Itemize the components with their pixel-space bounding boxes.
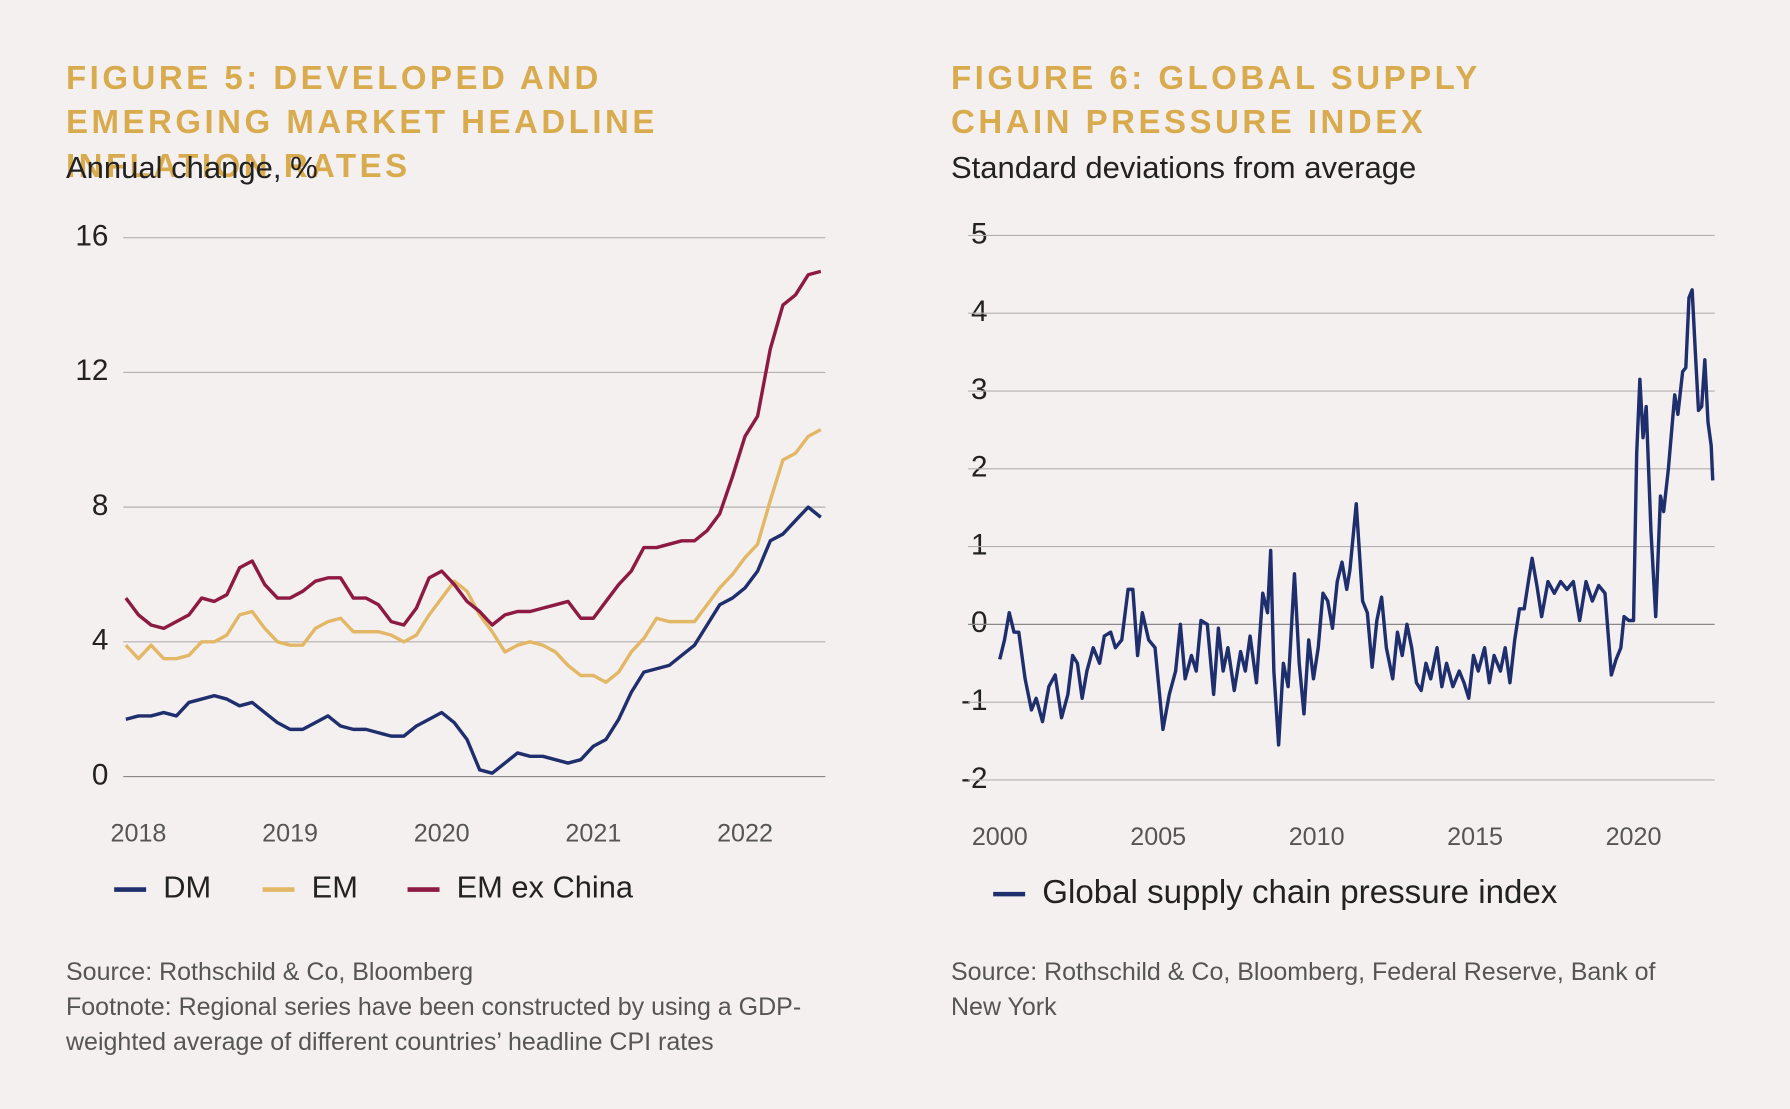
y-tick-label: 8 bbox=[92, 489, 109, 522]
y-tick-label: 2 bbox=[971, 451, 988, 484]
chart-title: FIGURE 5: DEVELOPED AND EMERGING MARKET … bbox=[66, 59, 658, 184]
y-tick-label: 16 bbox=[75, 220, 108, 253]
x-tick-label: 2020 bbox=[1606, 823, 1662, 851]
y-tick-label: -1 bbox=[961, 684, 987, 717]
footnote: Footnote: Regional series have been cons… bbox=[66, 993, 802, 1056]
y-tick-label: 0 bbox=[92, 758, 109, 791]
legend-label: EM ex China bbox=[457, 870, 634, 905]
y-tick-label: -2 bbox=[961, 762, 987, 795]
y-tick-label: 5 bbox=[971, 217, 988, 250]
x-tick-label: 2005 bbox=[1130, 823, 1186, 851]
y-tick-label: 1 bbox=[971, 528, 988, 561]
chart-title: FIGURE 6: GLOBAL SUPPLY CHAIN PRESSURE I… bbox=[951, 59, 1481, 140]
source: Source: Rothschild & Co, Bloomberg bbox=[66, 958, 474, 986]
x-tick-label: 2010 bbox=[1289, 823, 1345, 851]
x-tick-label: 2015 bbox=[1447, 823, 1503, 851]
y-tick-label: 3 bbox=[971, 373, 988, 406]
legend-label: Global supply chain pressure index bbox=[1042, 874, 1558, 911]
source: Source: Rothschild & Co, Bloomberg, Fede… bbox=[951, 958, 1656, 1021]
series-line bbox=[124, 269, 822, 631]
series-line bbox=[998, 288, 1715, 747]
legend-label: EM bbox=[312, 870, 358, 905]
series-line bbox=[124, 428, 822, 684]
x-tick-label: 2000 bbox=[972, 823, 1028, 851]
y-tick-label: 0 bbox=[971, 606, 988, 639]
x-tick-label: 2020 bbox=[414, 819, 470, 847]
x-tick-label: 2021 bbox=[565, 819, 621, 847]
x-tick-label: 2019 bbox=[262, 819, 318, 847]
chart-subtitle: Annual change, % bbox=[66, 150, 318, 185]
legend-label: DM bbox=[163, 870, 211, 905]
y-tick-label: 4 bbox=[92, 624, 109, 657]
x-tick-label: 2018 bbox=[111, 819, 167, 847]
chart-subtitle: Standard deviations from average bbox=[951, 150, 1417, 185]
series-line bbox=[125, 505, 822, 775]
y-tick-label: 12 bbox=[75, 354, 108, 387]
y-tick-label: 4 bbox=[971, 295, 988, 328]
x-tick-label: 2022 bbox=[717, 819, 773, 847]
